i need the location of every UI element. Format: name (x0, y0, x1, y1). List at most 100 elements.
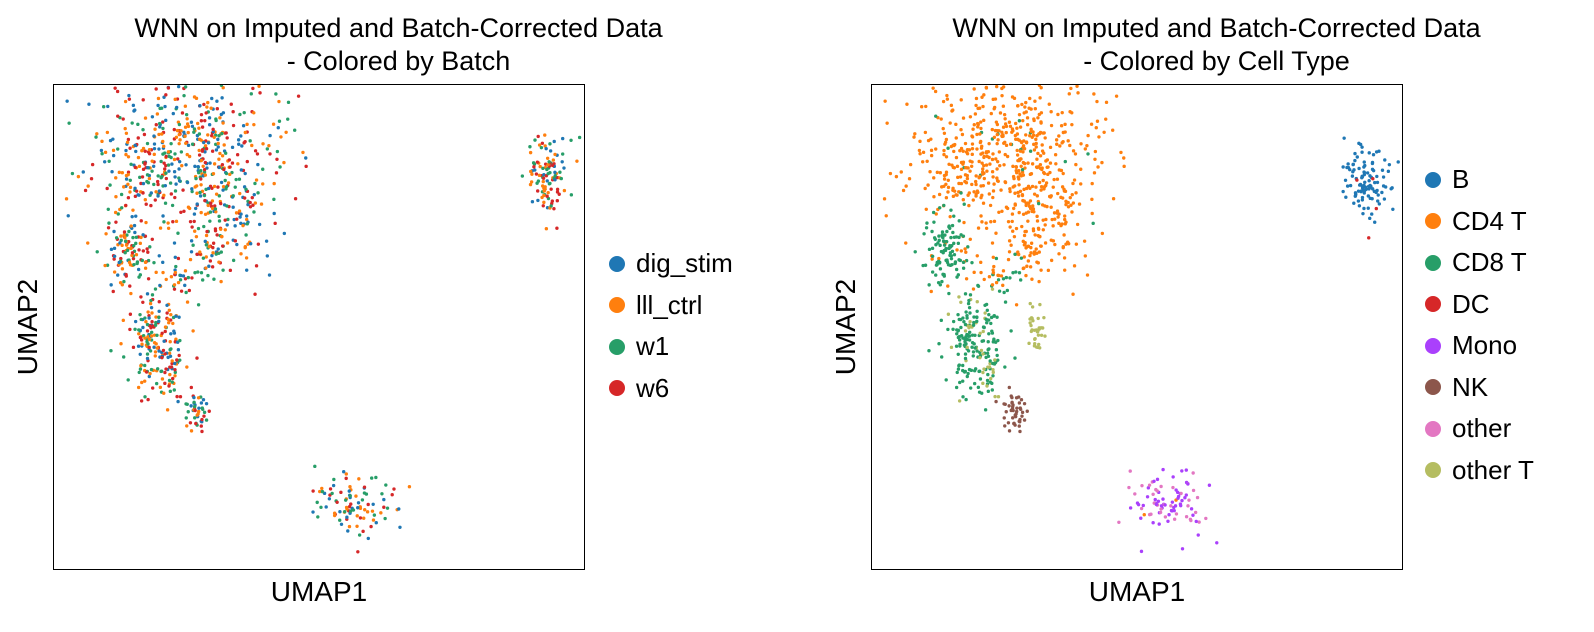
scatter-point (154, 87, 158, 91)
scatter-point (982, 277, 986, 282)
scatter-point (125, 233, 129, 237)
scatter-point (213, 204, 217, 208)
scatter-point (991, 97, 995, 102)
scatter-point (189, 120, 194, 124)
scatter-point (146, 342, 150, 346)
scatter-point (1018, 417, 1022, 422)
scatter-point (158, 226, 163, 230)
scatter-point (1021, 239, 1025, 244)
scatter-point (930, 257, 934, 261)
scatter-point (210, 199, 215, 203)
scatter-point (996, 338, 1000, 343)
scatter-point (986, 372, 990, 377)
scatter-point (908, 162, 913, 167)
scatter-point (70, 171, 75, 176)
scatter-point (1082, 239, 1087, 243)
scatter-point (1180, 469, 1184, 473)
scatter-point (203, 144, 208, 148)
scatter-point (119, 238, 123, 243)
scatter-point (187, 154, 192, 159)
scatter-point (76, 174, 81, 179)
scatter-point (124, 274, 128, 278)
scatter-point (320, 486, 324, 491)
scatter-point (222, 167, 226, 172)
scatter-point (236, 138, 241, 142)
scatter-point (1166, 519, 1170, 523)
scatter-point (215, 99, 219, 103)
scatter-point (987, 141, 991, 146)
scatter-point (157, 121, 162, 126)
scatter-point (980, 220, 984, 224)
legend-marker-icon (1425, 379, 1441, 396)
scatter-point (216, 145, 220, 149)
scatter-point (276, 126, 280, 130)
scatter-point (957, 235, 961, 240)
scatter-point (1012, 176, 1016, 181)
scatter-point (197, 406, 201, 410)
scatter-point (187, 288, 192, 293)
scatter-point (177, 122, 182, 127)
scatter-point (145, 352, 150, 356)
scatter-point (1021, 212, 1026, 216)
scatter-point (206, 141, 211, 145)
scatter-point (1069, 203, 1073, 207)
scatter-point (166, 226, 171, 231)
scatter-point (125, 248, 130, 253)
scatter-point (203, 239, 207, 244)
scatter-point (120, 171, 125, 175)
scatter-point (948, 214, 952, 219)
scatter-point (976, 385, 981, 390)
scatter-point (1111, 197, 1116, 201)
scatter-point (221, 184, 226, 189)
scatter-point (930, 246, 935, 251)
scatter-point (1036, 151, 1040, 156)
scatter-point (1017, 119, 1022, 123)
scatter-point (1017, 158, 1021, 163)
scatter-point (1186, 504, 1190, 508)
scatter-point (1022, 418, 1027, 422)
scatter-point (938, 267, 943, 271)
scatter-point (995, 176, 999, 180)
scatter-point (138, 312, 142, 317)
scatter-point (1381, 175, 1386, 179)
scatter-point (569, 193, 574, 197)
scatter-point (365, 510, 370, 514)
scatter-point (1093, 157, 1097, 161)
scatter-point (991, 374, 995, 378)
legend-item-w1: w1 (609, 326, 733, 368)
scatter-point (150, 386, 155, 390)
scatter-point (951, 165, 955, 170)
scatter-point (1028, 96, 1032, 101)
scatter-point (231, 258, 236, 263)
scatter-point (985, 378, 990, 383)
scatter-point (296, 94, 301, 98)
scatter-point (928, 170, 932, 174)
scatter-point (1184, 468, 1188, 472)
scatter-point (211, 245, 215, 250)
scatter-point (328, 487, 333, 491)
scatter-point (348, 485, 352, 489)
cluster-right-island (1341, 136, 1400, 240)
scatter-point (315, 500, 319, 505)
scatter-point (186, 143, 191, 148)
scatter-point (176, 85, 181, 89)
scatter-point (139, 338, 144, 342)
scatter-point (217, 165, 221, 170)
scatter-point (111, 289, 115, 294)
scatter-point (186, 410, 190, 414)
scatter-point (133, 327, 137, 331)
scatter-point (311, 489, 315, 493)
scatter-point (1085, 273, 1090, 277)
scatter-point (129, 246, 133, 251)
scatter-point (978, 377, 983, 381)
scatter-point (958, 258, 963, 263)
scatter-point (966, 301, 971, 306)
scatter-point (1029, 245, 1033, 250)
scatter-point (149, 305, 154, 310)
cluster-knob (237, 177, 258, 205)
scatter-point (959, 146, 964, 151)
scatter-point (994, 157, 998, 161)
scatter-point (1004, 205, 1009, 209)
scatter-point (999, 188, 1003, 192)
scatter-point (1027, 201, 1031, 206)
